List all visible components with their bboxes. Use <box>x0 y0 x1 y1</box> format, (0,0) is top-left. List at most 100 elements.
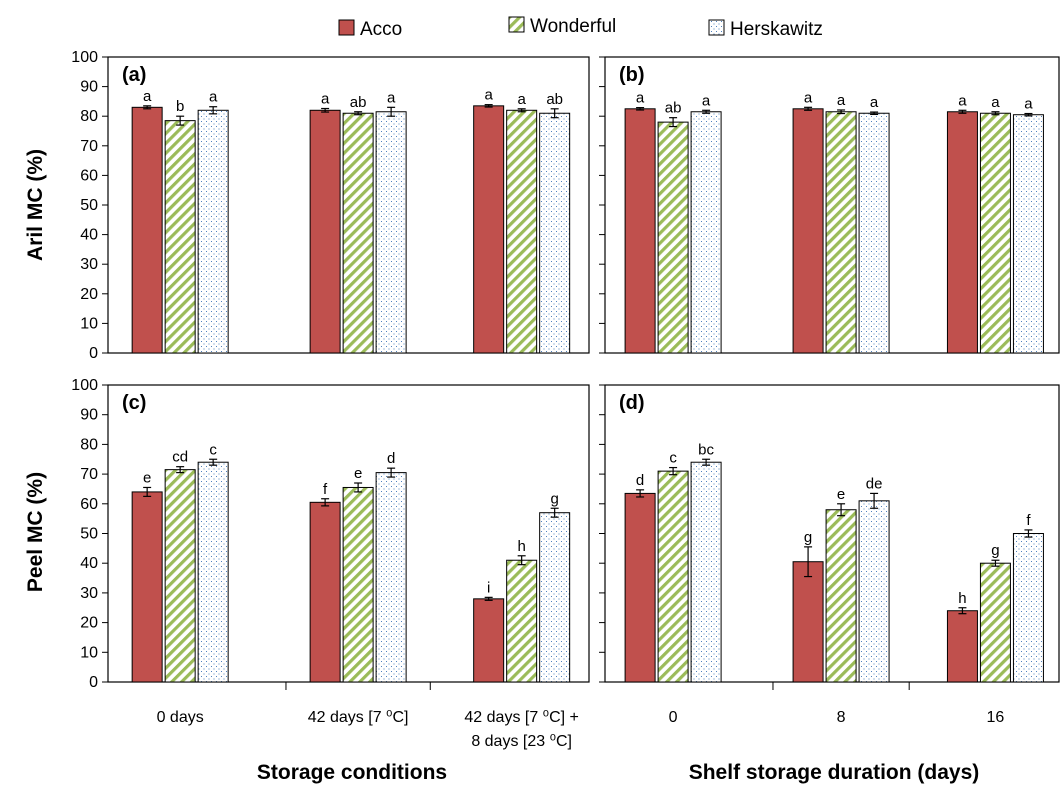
significance-letter: c <box>209 441 217 458</box>
y-tick-label: 50 <box>80 526 98 543</box>
y-tick-label: 100 <box>71 377 98 394</box>
y-tick-label: 70 <box>80 138 98 155</box>
y-tick-label: 100 <box>71 49 98 66</box>
bar-acco <box>473 598 505 683</box>
legend-swatch-wonderful <box>508 16 525 33</box>
panel-label: (b) <box>619 64 645 86</box>
bar-acco <box>792 561 824 683</box>
category-label: 0 days <box>157 709 204 726</box>
significance-letter: a <box>143 88 152 105</box>
y-tick-label: 20 <box>80 615 98 632</box>
significance-letter: h <box>958 590 966 607</box>
chart-panel-b: (b) a ab a a a a a a a <box>599 56 1060 354</box>
y-tick-label: 80 <box>80 108 98 125</box>
significance-letter: a <box>991 94 1000 111</box>
significance-letter: i <box>487 579 490 596</box>
bar-acco <box>624 492 656 683</box>
legend-label-wonderful: Wonderful <box>530 16 616 37</box>
significance-letter: f <box>1026 512 1031 529</box>
significance-letter: a <box>387 89 396 106</box>
bar-acco <box>946 111 978 354</box>
significance-letter: ab <box>350 94 367 111</box>
y-tick-label: 40 <box>80 227 98 244</box>
bar-herskawitz <box>690 111 722 354</box>
significance-letter: h <box>517 538 525 555</box>
y-tick-label: 70 <box>80 466 98 483</box>
y-tick-label: 0 <box>89 674 98 691</box>
significance-letter: a <box>209 89 218 106</box>
y-tick-label: 50 <box>80 197 98 214</box>
significance-letter: e <box>837 486 845 503</box>
y-tick-label: 90 <box>80 407 98 424</box>
bar-herskawitz <box>375 111 407 354</box>
y-tick-label: 0 <box>89 345 98 362</box>
category-label: 16 <box>987 709 1005 726</box>
significance-letter: bc <box>698 441 714 458</box>
significance-letter: d <box>387 450 395 467</box>
bar-wonderful <box>164 120 196 354</box>
significance-letter: g <box>804 529 812 546</box>
bar-herskawitz <box>1012 114 1044 354</box>
y-tick-label: 60 <box>80 167 98 184</box>
chart-panel-c: 0 10 20 30 40 50 60 70 80 90 100 (c) e cd c 0 days f e d 42… <box>71 377 590 750</box>
bar-acco <box>309 109 341 354</box>
bar-wonderful <box>657 121 689 354</box>
significance-letter: a <box>870 94 879 111</box>
significance-letter: a <box>1024 96 1033 113</box>
bar-acco <box>131 491 163 683</box>
legend: Acco Wonderful Herskawitz <box>338 16 823 40</box>
bar-acco <box>473 105 505 354</box>
category-label: 42 days [7 ⁰C] <box>308 709 409 726</box>
bar-wonderful <box>979 112 1011 354</box>
x-axis-title-right: Shelf storage duration (days) <box>689 761 980 784</box>
significance-letter: a <box>484 87 493 104</box>
y-tick-label: 10 <box>80 315 98 332</box>
significance-letter: g <box>550 490 558 507</box>
y-axis-title-bottom: Peel MC (%) <box>24 472 47 592</box>
y-tick-label: 60 <box>80 496 98 513</box>
bar-herskawitz <box>690 461 722 683</box>
y-tick-label: 20 <box>80 286 98 303</box>
significance-letter: g <box>991 542 999 559</box>
bar-wonderful <box>979 562 1011 683</box>
significance-letter: a <box>636 90 645 107</box>
significance-letter: a <box>517 91 526 108</box>
significance-letter: c <box>669 450 677 467</box>
bar-acco <box>946 610 978 683</box>
y-tick-label: 10 <box>80 644 98 661</box>
panel-label: (a) <box>122 64 146 86</box>
bar-herskawitz <box>375 472 407 683</box>
significance-letter: ab <box>665 100 682 117</box>
category-label: 8 days [23 ⁰C] <box>471 733 572 750</box>
bar-wonderful <box>506 559 538 683</box>
significance-letter: e <box>143 469 151 486</box>
bar-herskawitz <box>539 112 571 354</box>
panel-label: (c) <box>122 392 146 414</box>
y-tick-label: 30 <box>80 256 98 273</box>
bar-wonderful <box>657 470 689 683</box>
bar-herskawitz <box>539 512 571 683</box>
y-tick-label: 90 <box>80 79 98 96</box>
significance-letter: d <box>636 472 644 489</box>
significance-letter: e <box>354 465 362 482</box>
bar-wonderful <box>342 486 374 683</box>
bar-acco <box>624 108 656 354</box>
bar-wonderful <box>506 109 538 354</box>
legend-label-acco: Acco <box>360 19 402 40</box>
legend-label-herskawitz: Herskawitz <box>730 19 823 40</box>
significance-letter: f <box>323 481 328 498</box>
significance-letter: a <box>958 92 967 109</box>
y-tick-label: 30 <box>80 585 98 602</box>
significance-letter: cd <box>172 449 188 466</box>
y-tick-label: 40 <box>80 555 98 572</box>
bar-herskawitz <box>858 500 890 683</box>
significance-letter: a <box>837 92 846 109</box>
significance-letter: ab <box>546 91 563 108</box>
chart-panel-d: (d) d c bc 0 g e de 8 h g f 16 <box>599 384 1060 726</box>
bar-wonderful <box>825 509 857 683</box>
significance-letter: de <box>866 475 883 492</box>
bar-wonderful <box>164 469 196 683</box>
bar-wonderful <box>342 112 374 354</box>
significance-letter: b <box>176 98 184 115</box>
